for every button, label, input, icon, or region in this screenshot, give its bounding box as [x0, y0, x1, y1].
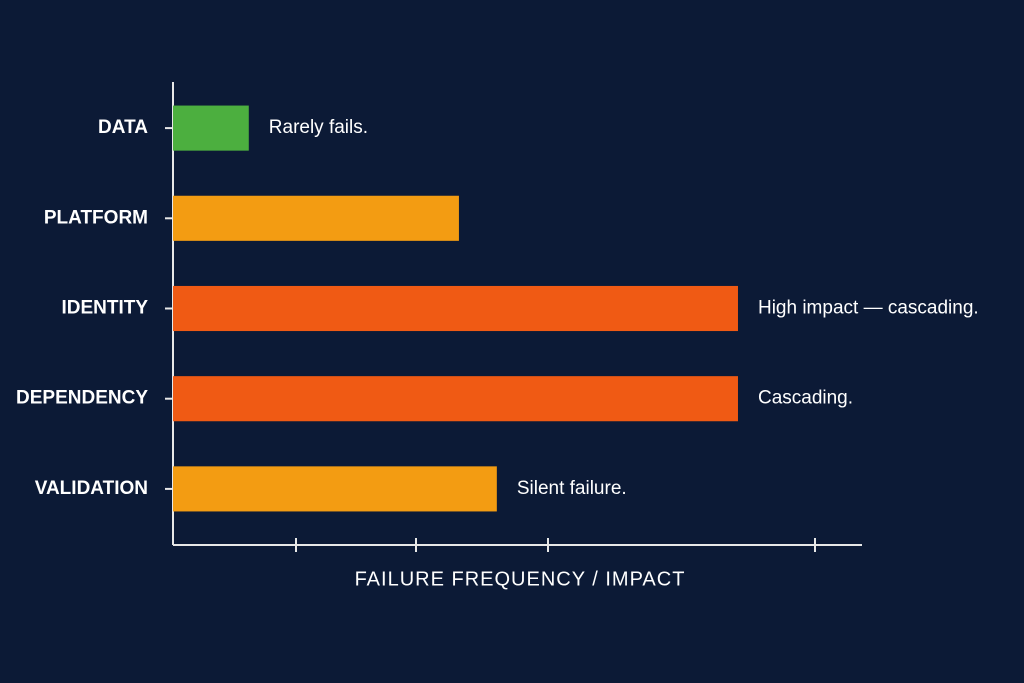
annotation: Cascading. — [758, 388, 853, 409]
y-tick-label: DATA — [98, 117, 148, 138]
y-tick-label: VALIDATION — [35, 478, 148, 499]
bar — [173, 195, 459, 241]
bar — [173, 376, 738, 422]
bar — [173, 285, 738, 332]
y-tick-label: IDENTITY — [61, 298, 148, 319]
bar — [173, 105, 249, 151]
annotation: Silent failure. — [517, 478, 627, 499]
y-tick-label: DEPENDENCY — [16, 388, 148, 409]
x-axis-label: FAILURE FREQUENCY / IMPACT — [355, 568, 686, 590]
annotation: Rarely fails. — [269, 117, 368, 138]
annotation: High impact — cascading. — [758, 298, 979, 319]
bar — [173, 466, 497, 512]
y-tick-label: PLATFORM — [44, 207, 148, 228]
